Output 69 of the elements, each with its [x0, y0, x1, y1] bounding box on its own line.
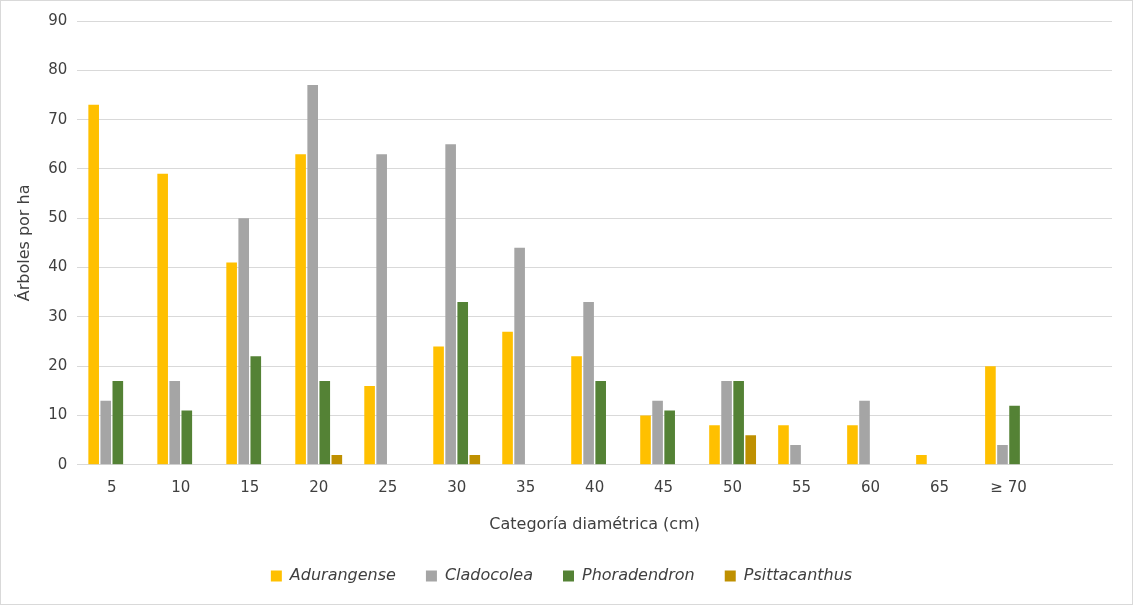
bar [571, 356, 582, 465]
x-tick-label: 45 [654, 477, 674, 496]
x-tick-label: 50 [723, 477, 743, 496]
bar [1009, 405, 1020, 465]
bar [157, 173, 168, 465]
y-tick-label: 70 [48, 109, 68, 128]
bar [469, 454, 481, 465]
x-tick-label: 5 [107, 477, 117, 496]
bar [790, 445, 801, 465]
x-axis-title: Categoría diamétrica (cm) [489, 513, 700, 533]
x-tick-label: 35 [516, 477, 536, 496]
bar [916, 454, 927, 465]
y-tick-label: 60 [48, 158, 68, 177]
bar [997, 445, 1008, 465]
bar [100, 400, 112, 465]
bar [88, 104, 99, 465]
bar [226, 262, 237, 465]
y-tick-label: 20 [48, 356, 68, 375]
bar [985, 366, 996, 465]
y-tick-label: 40 [48, 257, 68, 276]
y-tick-label: 30 [48, 306, 68, 325]
bar [112, 380, 124, 465]
x-tick-label: ≥ 70 [990, 477, 1027, 496]
y-axis-title: Árboles por ha [13, 184, 33, 302]
x-tick-label: 15 [240, 477, 260, 496]
bar [709, 425, 720, 465]
bar [733, 380, 744, 465]
x-tick-label: 20 [309, 477, 329, 496]
bar [745, 435, 757, 465]
x-tick-label: 60 [861, 477, 881, 496]
x-tick-label: 65 [930, 477, 950, 496]
x-tick-label: 55 [792, 477, 812, 496]
legend-label: Phoradendron [581, 565, 695, 585]
bar [457, 302, 469, 465]
bar [502, 331, 513, 465]
x-tick-label: 25 [378, 477, 398, 496]
x-tick-label: 30 [447, 477, 467, 496]
y-tick-label: 80 [48, 60, 68, 79]
bar [445, 144, 456, 465]
x-tick-label: 40 [585, 477, 605, 496]
bar [721, 380, 732, 465]
bar [652, 400, 663, 465]
y-tick-label: 10 [48, 405, 68, 424]
bar [169, 380, 181, 465]
bar [433, 346, 444, 465]
bar [319, 380, 331, 465]
bar [238, 218, 250, 465]
legend-label: Psittacanthus [743, 565, 853, 585]
y-tick-label: 90 [48, 10, 68, 29]
bar [181, 410, 193, 465]
bar [250, 356, 262, 465]
legend-label: Cladocolea [444, 565, 533, 585]
bar [778, 425, 789, 465]
bar [664, 410, 675, 465]
bar [514, 247, 525, 465]
bar [295, 154, 306, 465]
bar [583, 302, 594, 465]
bar [847, 425, 858, 465]
bar [364, 385, 375, 465]
bar [640, 415, 651, 465]
bar [376, 154, 387, 465]
x-tick-label: 10 [171, 477, 191, 496]
bar [307, 85, 318, 465]
legend-label: Adurangense [288, 565, 397, 585]
bar [859, 400, 870, 465]
y-tick-label: 50 [48, 208, 68, 227]
y-tick-label: 0 [57, 454, 68, 473]
bar [331, 454, 343, 465]
bar [595, 380, 606, 465]
